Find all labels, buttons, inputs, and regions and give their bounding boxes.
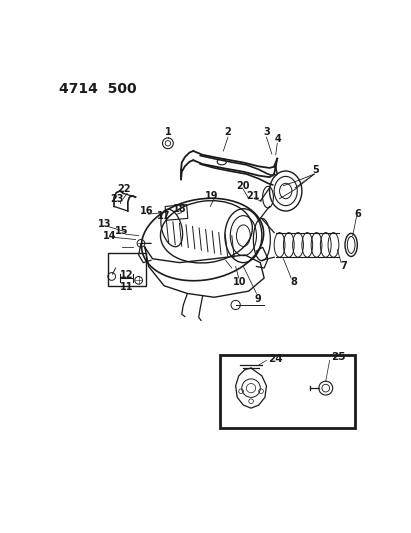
Text: 19: 19	[205, 191, 219, 200]
Text: 10: 10	[233, 277, 246, 287]
Text: 18: 18	[173, 205, 186, 214]
Bar	[165, 205, 188, 220]
Text: 1: 1	[164, 127, 171, 138]
Text: 17: 17	[157, 211, 171, 221]
Text: 20: 20	[236, 181, 249, 191]
Text: 25: 25	[332, 352, 346, 362]
Text: 8: 8	[290, 277, 297, 287]
Text: 13: 13	[98, 219, 111, 229]
Text: 7: 7	[340, 262, 347, 271]
Text: 12: 12	[120, 270, 134, 280]
Text: 4: 4	[275, 134, 282, 144]
Text: 6: 6	[354, 209, 361, 219]
Bar	[220, 355, 355, 428]
Text: 4714  500: 4714 500	[58, 82, 136, 95]
Text: 16: 16	[140, 206, 153, 216]
Text: 5: 5	[312, 165, 319, 175]
Text: 14: 14	[103, 231, 116, 241]
Text: 2: 2	[224, 127, 231, 138]
Text: 11: 11	[120, 282, 134, 292]
Text: 23: 23	[110, 193, 124, 204]
Text: 3: 3	[263, 127, 270, 138]
Text: 24: 24	[268, 354, 283, 364]
Text: 22: 22	[117, 184, 131, 195]
Text: 9: 9	[255, 294, 261, 304]
Text: 15: 15	[115, 226, 129, 236]
Text: 21: 21	[246, 191, 259, 200]
Bar	[108, 253, 146, 286]
